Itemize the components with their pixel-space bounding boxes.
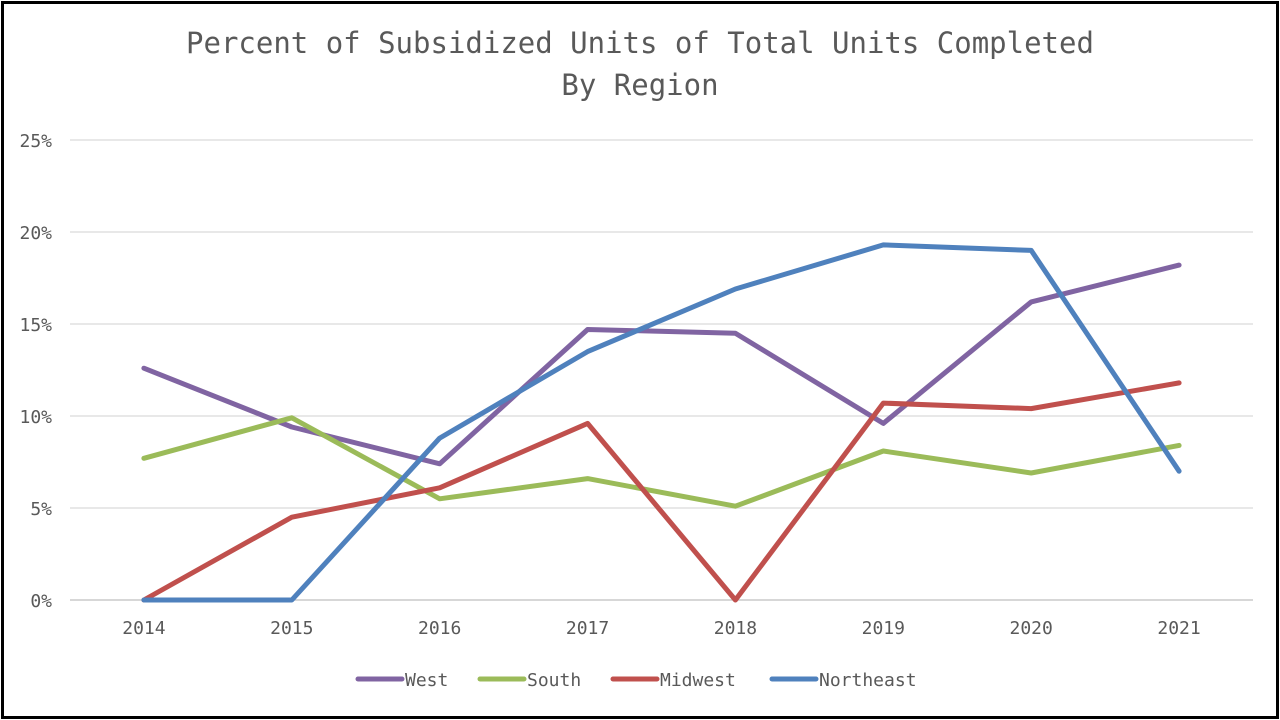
series-line-midwest: [141, 380, 1182, 603]
legend-label-northeast: Northeast: [819, 670, 917, 691]
y-tick-label: 15%: [19, 315, 52, 336]
x-tick-label: 2016: [418, 618, 461, 639]
series-line-west: [141, 262, 1182, 467]
y-axis-ticks: 0% 5% 10% 15% 20% 25%: [19, 131, 52, 612]
y-tick-label: 5%: [30, 499, 52, 520]
grid: [70, 139, 1253, 601]
x-tick-label: 2018: [714, 618, 757, 639]
x-tick-label: 2015: [270, 618, 313, 639]
x-tick-label: 2017: [566, 618, 609, 639]
legend-label-south: South: [527, 670, 581, 691]
chart-title: Percent of Subsidized Units of Total Uni…: [186, 26, 1094, 60]
legend-label-midwest: Midwest: [660, 670, 736, 691]
series-line-south: [141, 415, 1182, 509]
series-lines: [141, 242, 1182, 603]
y-tick-label: 0%: [30, 591, 52, 612]
x-axis-ticks: 2014 2015 2016 2017 2018 2019 2020 2021: [122, 618, 1200, 639]
x-tick-label: 2020: [1010, 618, 1053, 639]
x-tick-label: 2021: [1157, 618, 1200, 639]
y-tick-label: 10%: [19, 407, 52, 428]
legend-label-west: West: [405, 670, 448, 691]
y-tick-label: 20%: [19, 223, 52, 244]
series-line-northeast: [141, 242, 1182, 603]
x-tick-label: 2014: [122, 618, 165, 639]
x-tick-label: 2019: [862, 618, 905, 639]
chart-subtitle: By Region: [561, 68, 718, 102]
y-tick-label: 25%: [19, 131, 52, 152]
legend: West South Midwest Northeast: [355, 670, 917, 691]
